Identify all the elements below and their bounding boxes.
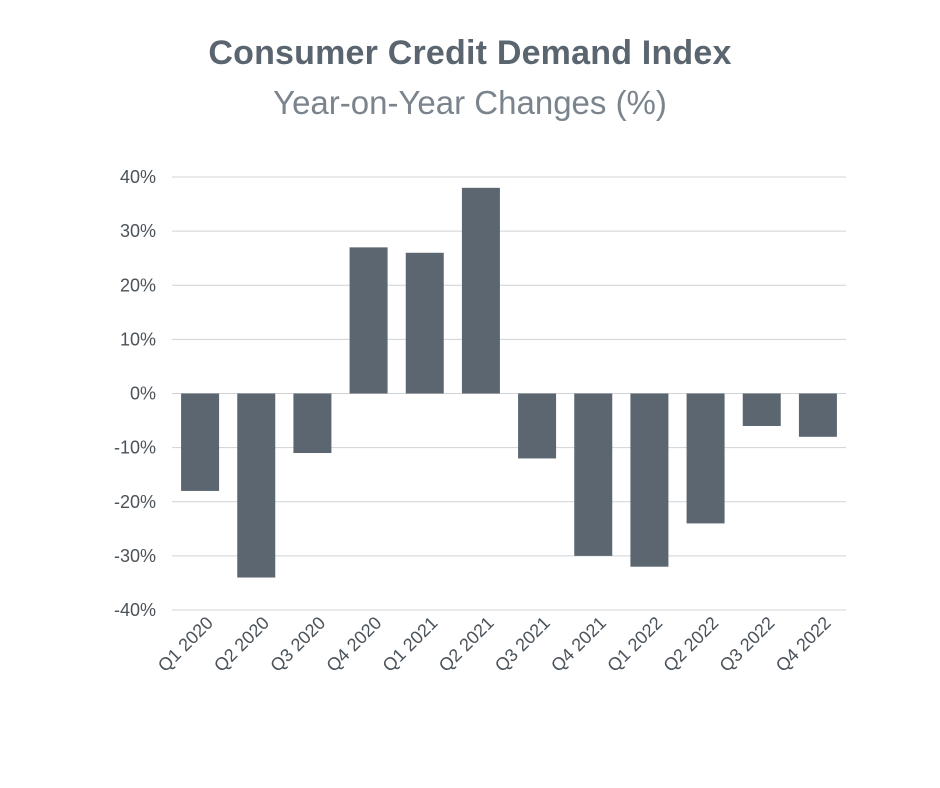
y-axis-tick-labels: 40% 30% 20% 10% 0% -10% -20% -30% -40% [114,167,156,620]
bar [630,393,669,567]
x-tick-label: Q2 2021 [435,613,498,676]
y-tick-label: 20% [120,275,156,295]
bar [405,252,444,394]
y-tick-label: -40% [114,600,156,620]
bar [181,393,220,491]
y-tick-label: -10% [114,438,156,458]
x-tick-label: Q3 2021 [491,613,554,676]
bar [293,393,332,454]
x-tick-label: Q4 2020 [322,613,385,676]
x-tick-label: Q1 2021 [379,613,442,676]
bar [349,247,388,394]
bar [237,393,276,578]
y-tick-label: 10% [120,329,156,349]
y-tick-label: 30% [120,221,156,241]
x-tick-label: Q1 2020 [154,613,217,676]
bar [461,187,500,394]
bar [518,393,557,459]
x-tick-label: Q3 2020 [266,613,329,676]
x-tick-label: Q4 2022 [772,613,835,676]
y-tick-label: 0% [130,384,156,404]
x-tick-label: Q3 2022 [716,613,779,676]
x-tick-label: Q4 2021 [547,613,610,676]
gridlines [172,176,846,611]
y-tick-label: -20% [114,492,156,512]
y-tick-label: 40% [120,167,156,187]
y-tick-label: -30% [114,546,156,566]
x-tick-label: Q1 2022 [603,613,666,676]
bar [742,393,781,426]
bars [181,187,837,578]
chart-title: Consumer Credit Demand Index [208,34,732,72]
chart-subtitle: Year-on-Year Changes (%) [273,84,667,121]
bar [798,393,837,437]
bar [686,393,725,524]
x-tick-label: Q2 2020 [210,613,273,676]
bar [574,393,613,556]
x-tick-label: Q2 2022 [659,613,722,676]
